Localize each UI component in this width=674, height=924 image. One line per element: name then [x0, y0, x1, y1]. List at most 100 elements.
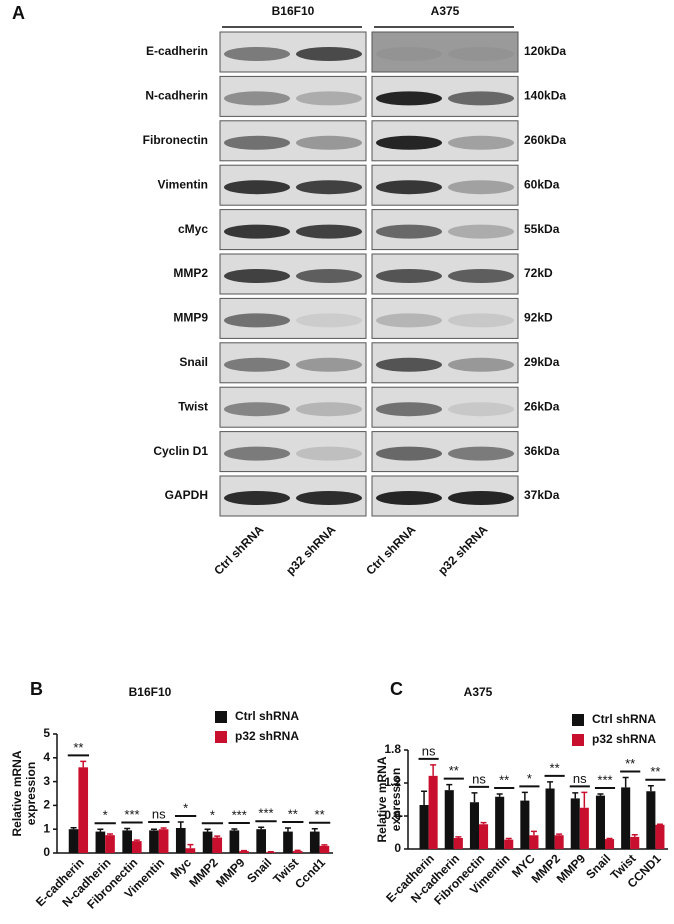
size-label: 36kDa — [524, 444, 560, 458]
error-bar — [214, 835, 221, 838]
chart-title: A375 — [464, 685, 493, 699]
blot-band — [448, 47, 514, 61]
significance-label: ns — [573, 771, 587, 786]
significance-label: * — [183, 800, 188, 815]
chart-title: B16F10 — [129, 685, 172, 699]
size-label: 120kDa — [524, 44, 566, 58]
size-label: 140kDa — [524, 89, 566, 103]
error-bar — [284, 827, 291, 832]
error-bar — [421, 790, 428, 805]
bar — [469, 802, 479, 849]
protein-label: MMP9 — [173, 311, 208, 325]
group-label: A375 — [431, 4, 460, 18]
significance-label: ** — [650, 764, 660, 779]
blot-band — [376, 224, 442, 239]
legend-swatch — [572, 714, 584, 726]
error-bar — [321, 844, 328, 846]
error-bar — [446, 783, 453, 791]
bar — [292, 851, 303, 853]
protein-label: Twist — [178, 399, 208, 413]
significance-label: ns — [472, 771, 486, 786]
bar — [554, 835, 564, 849]
significance-label: ** — [288, 806, 298, 821]
y-axis-label: Relative mRNA — [10, 750, 24, 836]
blot-band — [224, 224, 290, 239]
blot-band — [448, 357, 514, 372]
blot-band — [224, 47, 290, 61]
error-bar — [124, 827, 131, 831]
blot-band — [448, 135, 514, 150]
error-bar — [294, 849, 301, 852]
size-label: 26kDa — [524, 399, 560, 413]
protein-label: Snail — [179, 355, 208, 369]
error-bar — [455, 836, 462, 838]
size-label: 37kDa — [524, 488, 560, 502]
y-tick-label: 0.6 — [384, 808, 401, 822]
significance-label: *** — [232, 807, 247, 822]
y-tick-label: 1.2 — [384, 775, 401, 789]
blot-band — [376, 91, 442, 106]
significance-label: ns — [422, 743, 436, 758]
blot-band — [296, 47, 362, 61]
protein-label: Fibronectin — [143, 133, 208, 147]
bar — [239, 851, 249, 853]
significance-label: * — [210, 808, 215, 823]
bar — [479, 824, 489, 849]
error-bar — [258, 826, 265, 830]
x-tick-label: Ccnd1 — [292, 855, 328, 891]
panel-label: A — [12, 3, 25, 23]
protein-label: MMP2 — [173, 266, 208, 280]
blot-band — [448, 91, 514, 106]
blot-band — [448, 224, 514, 239]
significance-label: *** — [597, 772, 612, 787]
lane-label: p32 shRNA — [435, 522, 490, 577]
blot-band — [296, 91, 362, 106]
blot-band — [224, 91, 290, 106]
error-bar — [631, 833, 638, 837]
significance-label: ** — [550, 760, 560, 775]
blot-strip — [371, 209, 519, 251]
size-label: 92kD — [524, 311, 553, 325]
x-tick-label: Snail — [244, 855, 274, 885]
significance-label: ** — [499, 772, 509, 787]
blot-band — [296, 491, 362, 505]
protein-label: GAPDH — [165, 488, 208, 502]
blot-band — [224, 491, 290, 505]
significance-label: ** — [73, 740, 83, 755]
legend-label: p32 shRNA — [592, 732, 656, 746]
protein-label: cMyc — [178, 222, 208, 236]
bar — [579, 807, 589, 849]
error-bar — [311, 827, 318, 832]
size-label: 29kDa — [524, 355, 560, 369]
bar — [122, 830, 132, 853]
blot-band — [296, 402, 362, 417]
bar — [266, 852, 276, 853]
error-bar — [581, 791, 588, 808]
error-bar — [572, 792, 579, 799]
protein-label: Vimentin — [158, 177, 208, 191]
error-bar — [656, 823, 663, 825]
bar — [149, 830, 159, 853]
error-bar — [97, 828, 104, 832]
size-label: 72kD — [524, 266, 553, 280]
blot-band — [376, 47, 442, 61]
error-bar — [107, 833, 114, 836]
blot-band — [448, 313, 514, 328]
x-tick-label: MMP9 — [213, 855, 248, 890]
bar — [105, 835, 115, 853]
legend-swatch — [215, 731, 227, 743]
blot-band — [296, 269, 362, 283]
bar — [309, 831, 320, 853]
y-tick-label: 5 — [43, 726, 50, 740]
blot-band — [376, 180, 442, 195]
error-bar — [647, 785, 654, 792]
blot-band — [376, 135, 442, 150]
significance-label: ** — [625, 756, 635, 771]
blot-band — [296, 135, 362, 150]
bar — [444, 790, 454, 849]
error-bar — [530, 830, 537, 836]
blot-band — [224, 313, 290, 328]
legend-label: Ctrl shRNA — [592, 712, 656, 726]
bar — [185, 848, 196, 853]
blot-strip — [219, 75, 367, 117]
